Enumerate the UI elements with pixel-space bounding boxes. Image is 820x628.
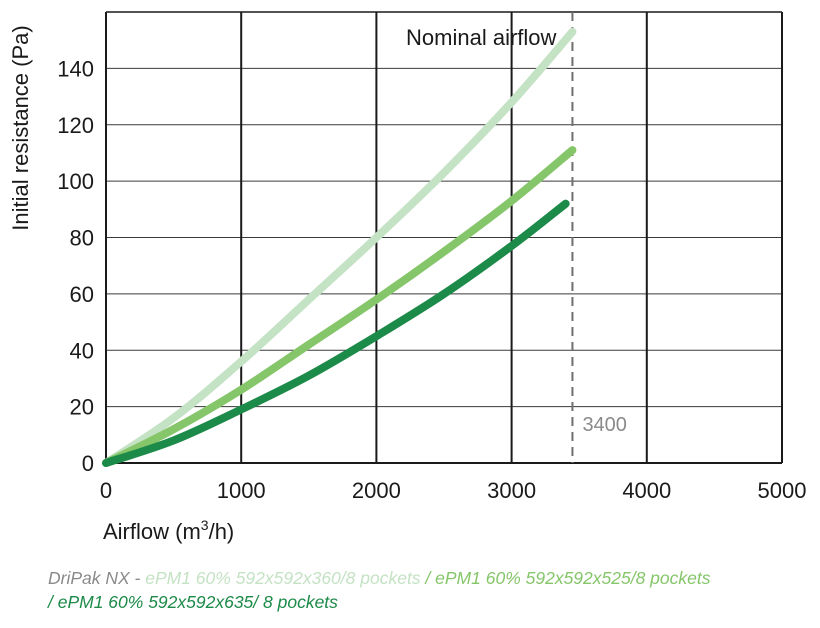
caption-separator: / [420, 568, 436, 588]
y-tick-label: 140 [57, 56, 94, 81]
x-axis-title-main: Airflow (m [103, 519, 201, 544]
y-tick-label: 60 [70, 282, 94, 307]
nominal-airflow-label: Nominal airflow [406, 25, 556, 50]
y-tick-label: 20 [70, 395, 94, 420]
x-axis-title-sup: 3 [201, 517, 209, 533]
caption-separator: / [48, 592, 58, 612]
caption-series-dark: ePM1 60% 592x592x635/ 8 pockets [57, 592, 338, 612]
x-tick-label: 3000 [487, 478, 536, 503]
x-tick-label: 0 [100, 478, 112, 503]
series-line-525 [102, 146, 577, 467]
series-line-635 [102, 199, 570, 467]
series-line-360 [102, 27, 577, 467]
y-tick-label: 80 [70, 226, 94, 251]
horizontal-gridlines [106, 11, 782, 464]
y-axis-title: Initial resistance (Pa) [8, 25, 33, 230]
x-tick-label: 2000 [352, 478, 401, 503]
y-tick-label: 120 [57, 113, 94, 138]
x-tick-label: 4000 [622, 478, 671, 503]
x-axis-title: Airflow (m3/h) [103, 517, 234, 544]
reference-value-label: 3400 [582, 414, 627, 436]
y-tick-label: 0 [82, 451, 94, 476]
y-tick-label: 100 [57, 169, 94, 194]
vertical-gridlines [105, 12, 783, 463]
caption-prefix: DriPak NX - [48, 568, 146, 588]
caption-series-light: ePM1 60% 592x592x360/8 pockets [145, 568, 421, 588]
x-tick-label: 5000 [758, 478, 807, 503]
x-tick-label: 1000 [217, 478, 266, 503]
x-tick-labels: 0 1000 2000 3000 4000 5000 [100, 478, 807, 503]
legend-caption: DriPak NX - ePM1 60% 592x592x360/8 pocke… [48, 566, 808, 614]
series-lines [102, 27, 577, 467]
y-tick-labels: 0 20 40 60 80 100 120 140 [57, 56, 94, 476]
y-tick-label: 40 [70, 338, 94, 363]
x-axis-title-tail: /h) [209, 519, 235, 544]
caption-series-mid: ePM1 60% 592x592x525/8 pockets [435, 568, 711, 588]
